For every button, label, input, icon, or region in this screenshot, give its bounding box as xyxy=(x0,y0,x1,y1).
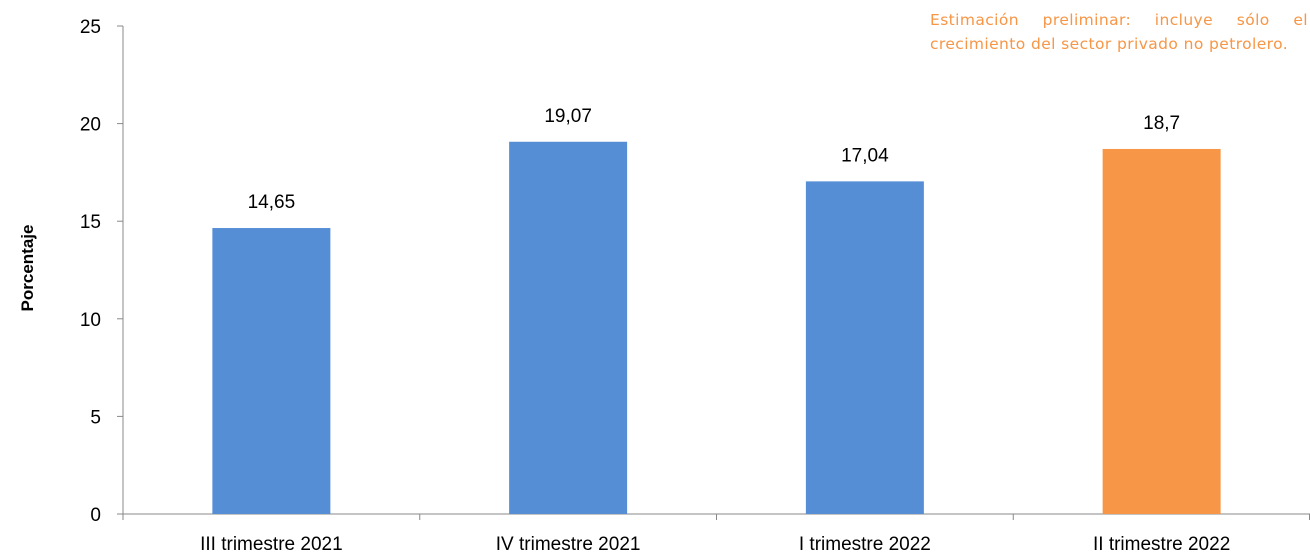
y-tick-label: 25 xyxy=(80,17,101,38)
y-axis-title: Porcentaje xyxy=(18,225,37,312)
category-label: I trimestre 2022 xyxy=(799,534,931,555)
y-tick-label: 10 xyxy=(80,310,101,331)
bar xyxy=(1102,148,1221,514)
y-tick-label: 15 xyxy=(80,212,101,233)
bar xyxy=(212,228,331,515)
category-label: IV trimestre 2021 xyxy=(496,534,641,555)
y-axis-ticks: 0 5 10 15 20 25 xyxy=(80,17,123,526)
bar xyxy=(509,141,628,514)
data-labels-group: 14,65 19,07 17,04 18,7 xyxy=(248,106,1181,213)
data-label: 18,7 xyxy=(1143,113,1180,134)
data-label: 17,04 xyxy=(841,145,889,166)
y-tick-label: 20 xyxy=(80,115,101,136)
y-tick-label: 5 xyxy=(90,407,101,428)
data-label: 14,65 xyxy=(248,192,296,213)
data-label: 19,07 xyxy=(544,106,592,127)
x-axis-ticks xyxy=(122,514,1310,520)
chart-annotation: Estimación preliminar: incluye sólo el c… xyxy=(930,11,1308,53)
category-labels-group: III trimestre 2021 IV trimestre 2021 I tri… xyxy=(200,534,1230,555)
bars-group xyxy=(212,141,1221,515)
category-label: III trimestre 2021 xyxy=(200,534,343,555)
bar xyxy=(805,181,924,514)
category-label: II trimestre 2022 xyxy=(1093,534,1230,555)
y-tick-label: 0 xyxy=(90,505,101,526)
